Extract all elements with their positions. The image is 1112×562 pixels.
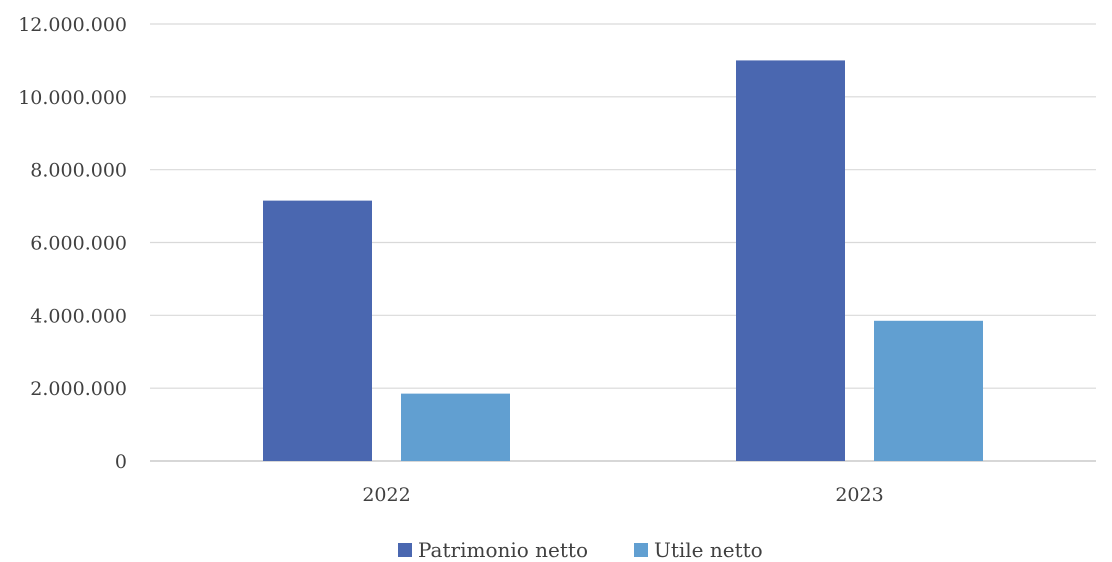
legend-label: Patrimonio netto [418,538,588,562]
bars [263,60,983,462]
bar-patrimonio-netto-2023 [736,60,845,462]
y-tick-label: 10.000.000 [18,87,127,109]
x-tick-label: 2023 [835,484,883,506]
legend-item-utile-netto: Utile netto [634,538,763,562]
y-tick-label: 4.000.000 [30,305,127,327]
x-tick-label: 2022 [362,484,410,506]
y-axis: 0 2.000.000 4.000.000 6.000.000 8.000.000 10.… [18,14,127,473]
bar-utile-netto-2022 [401,393,510,461]
y-tick-label: 12.000.000 [18,14,127,36]
legend: Patrimonio netto Utile netto [398,538,763,562]
legend-swatch [398,543,412,557]
y-tick-label: 0 [115,451,127,473]
y-tick-label: 6.000.000 [30,233,127,255]
bar-utile-netto-2023 [874,320,983,461]
bar-patrimonio-netto-2022 [263,200,372,461]
x-axis: 2022 2023 [362,484,883,506]
legend-label: Utile netto [654,538,763,562]
y-tick-label: 2.000.000 [30,378,127,400]
legend-item-patrimonio-netto: Patrimonio netto [398,538,588,562]
legend-swatch [634,543,648,557]
y-tick-label: 8.000.000 [30,160,127,182]
